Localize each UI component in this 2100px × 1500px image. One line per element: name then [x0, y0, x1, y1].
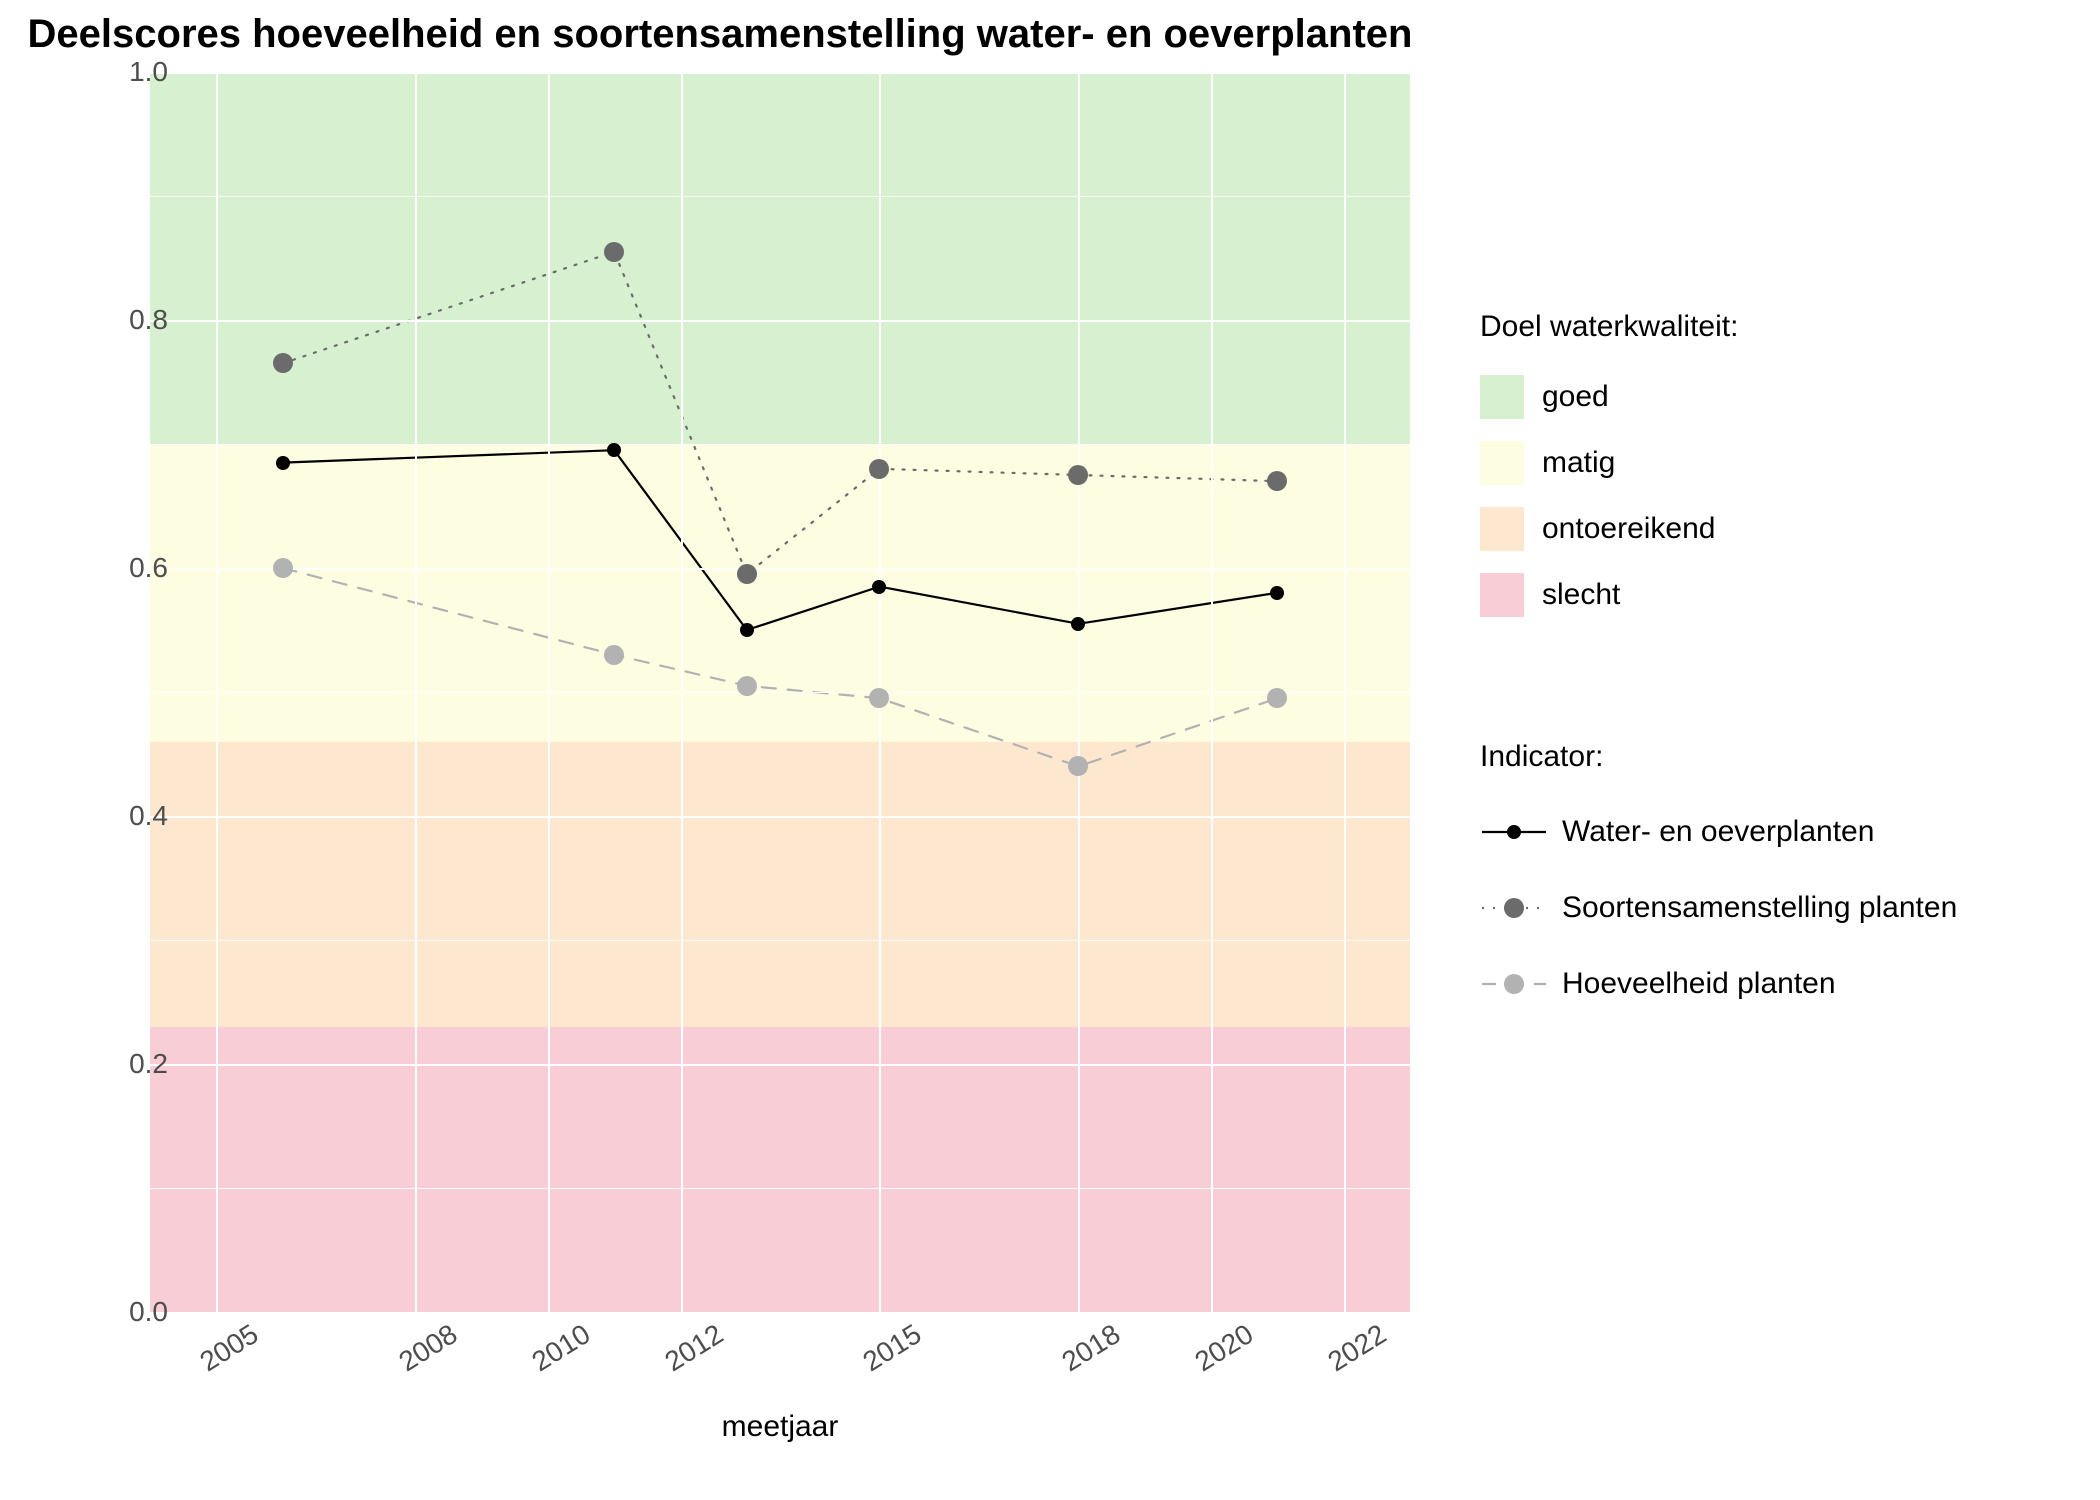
legend-quality-title: Doel waterkwaliteit:	[1480, 310, 1738, 344]
x-tick-label: 2015	[858, 1318, 928, 1378]
x-tick-label: 2020	[1189, 1318, 1259, 1378]
legend-indicator-item: Soortensamenstelling planten	[1480, 870, 1957, 946]
x-tick-label: 2010	[526, 1318, 596, 1378]
gridline-x	[681, 72, 683, 1312]
gridline-y	[150, 816, 1410, 818]
y-tick-label: 1.0	[129, 56, 168, 88]
data-point	[1071, 617, 1085, 631]
data-point	[740, 623, 754, 637]
gridline-y	[150, 1064, 1410, 1066]
gridline-y	[150, 568, 1410, 570]
gridline-y-minor	[150, 692, 1410, 693]
data-point	[1267, 471, 1287, 491]
x-tick-label: 2022	[1322, 1318, 1392, 1378]
x-tick-label: 2005	[195, 1318, 265, 1378]
legend-label: Hoeveelheid planten	[1562, 967, 1836, 1001]
gridline-y-minor	[150, 940, 1410, 941]
legend-quality-item: ontoereikend	[1480, 496, 1738, 562]
legend-label: Soortensamenstelling planten	[1562, 891, 1957, 925]
legend-label: matig	[1542, 446, 1615, 480]
x-tick-label: 2012	[659, 1318, 729, 1378]
legend-indicator-title: Indicator:	[1480, 740, 1957, 774]
plot-area	[150, 72, 1410, 1312]
legend-swatch	[1480, 375, 1524, 419]
y-tick-label: 0.0	[129, 1296, 168, 1328]
gridline-y	[150, 320, 1410, 322]
legend-label: goed	[1542, 380, 1609, 414]
x-tick-label: 2018	[1057, 1318, 1127, 1378]
data-point	[1270, 586, 1284, 600]
series-line-water_oever	[283, 450, 1278, 630]
legend-series-symbol	[1480, 888, 1548, 928]
data-point	[276, 456, 290, 470]
legend-indicator-block: Indicator: Water- en oeverplanten Soorten…	[1480, 740, 1957, 1022]
data-point	[1068, 465, 1088, 485]
legend-swatch	[1480, 441, 1524, 485]
x-tick-label: 2008	[394, 1318, 464, 1378]
legend-label: Water- en oeverplanten	[1562, 815, 1874, 849]
legend-swatch	[1480, 573, 1524, 617]
series-line-soorten	[283, 252, 1278, 574]
gridline-x	[1211, 72, 1213, 1312]
legend-quality-item: slecht	[1480, 562, 1738, 628]
chart-container: Deelscores hoeveelheid en soortensamenst…	[0, 0, 2100, 1500]
gridline-y	[150, 72, 1410, 74]
data-point	[607, 443, 621, 457]
legend-panel: Doel waterkwaliteit: goed matig ontoereike…	[1480, 0, 2080, 1500]
legend-quality-item: goed	[1480, 364, 1738, 430]
data-point	[604, 242, 624, 262]
gridline-x	[1078, 72, 1080, 1312]
legend-indicator-item: Hoeveelheid planten	[1480, 946, 1957, 1022]
gridline-x	[548, 72, 550, 1312]
data-point	[737, 564, 757, 584]
gridline-y-minor	[150, 196, 1410, 197]
data-point	[737, 676, 757, 696]
y-tick-label: 0.4	[129, 800, 168, 832]
gridline-y	[150, 1312, 1410, 1314]
gridline-x	[415, 72, 417, 1312]
x-axis-label: meetjaar	[150, 1410, 1410, 1444]
gridline-y-minor	[150, 1188, 1410, 1189]
data-point	[869, 688, 889, 708]
series-line-hoeveelheid	[283, 568, 1278, 766]
y-tick-label: 0.2	[129, 1048, 168, 1080]
chart-panel: Deelscores hoeveelheid en soortensamenst…	[0, 0, 1440, 1500]
legend-indicator-item: Water- en oeverplanten	[1480, 794, 1957, 870]
legend-series-symbol	[1480, 812, 1548, 852]
chart-title: Deelscores hoeveelheid en soortensamenst…	[0, 12, 1440, 57]
legend-swatch	[1480, 507, 1524, 551]
data-point	[872, 580, 886, 594]
data-point	[273, 353, 293, 373]
legend-quality-block: Doel waterkwaliteit: goed matig ontoereike…	[1480, 310, 1738, 628]
data-point	[1267, 688, 1287, 708]
gridline-y-minor	[150, 444, 1410, 445]
legend-label: slecht	[1542, 578, 1620, 612]
gridline-x	[216, 72, 218, 1312]
data-point	[1068, 756, 1088, 776]
y-tick-label: 0.8	[129, 304, 168, 336]
data-point	[604, 645, 624, 665]
legend-quality-item: matig	[1480, 430, 1738, 496]
data-point	[869, 459, 889, 479]
legend-label: ontoereikend	[1542, 512, 1715, 546]
y-tick-label: 0.6	[129, 552, 168, 584]
data-point	[273, 558, 293, 578]
gridline-x	[1344, 72, 1346, 1312]
legend-series-symbol	[1480, 964, 1548, 1004]
